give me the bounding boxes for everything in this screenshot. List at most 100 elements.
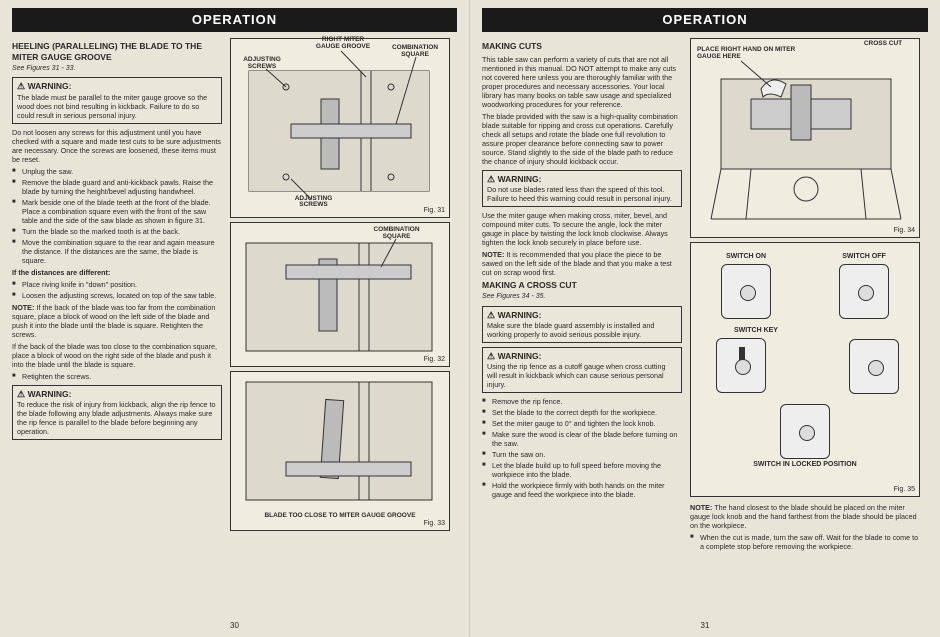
switch-key2 <box>844 327 904 396</box>
left-text-column: HEELING (PARALLELING) THE BLADE TO THE M… <box>12 38 222 535</box>
bullet-retighten: Retighten the screws. <box>12 372 222 381</box>
bullet-list-3: Retighten the screws. <box>12 372 222 381</box>
note3-para: NOTE: The hand closest to the blade shou… <box>690 503 920 530</box>
right-columns: MAKING CUTS This table saw can perform a… <box>482 38 928 553</box>
figure-33: BLADE TOO CLOSE TO MITER GAUGE GROOVE Fi… <box>230 371 450 531</box>
figure-35: SWITCH ON SWITCH OFF SWITCH KEY <box>690 242 920 497</box>
switch-on-shape <box>721 264 771 319</box>
fig32-cap: Fig. 32 <box>424 356 445 365</box>
lab-righthand: PLACE RIGHT HAND ON MITER GAUGE HERE <box>697 47 797 61</box>
switch-locked-label: SWITCH IN LOCKED POSITION <box>735 461 875 470</box>
right-figure-column: CROSS CUT PLACE RIGHT HAND ON MITER GAUG… <box>690 38 920 553</box>
left-figure-column: ADJUSTING SCREWS RIGHT MITER GAUGE GROOV… <box>230 38 450 535</box>
switch-row-3: SWITCH IN LOCKED POSITION <box>691 402 919 470</box>
para-r1: This table saw can perform a variety of … <box>482 55 682 109</box>
crosscut-title: MAKING A CROSS CUT <box>482 280 682 291</box>
warning-label-r1: WARNING: <box>487 174 677 185</box>
note1-hd: NOTE: <box>12 303 34 312</box>
making-cuts-title: MAKING CUTS <box>482 41 682 52</box>
fig33-cap: Fig. 33 <box>424 520 445 529</box>
note1-text: If the back of the blade was too far fro… <box>12 303 215 339</box>
right-text-column: MAKING CUTS This table saw can perform a… <box>482 38 682 553</box>
note3-text: The hand closest to the blade should be … <box>690 503 917 530</box>
fig32-svg <box>231 223 447 364</box>
warning-label-r2: WARNING: <box>487 310 677 321</box>
para-r2: The blade provided with the saw is a hig… <box>482 112 682 166</box>
switch-key-shape <box>716 338 766 393</box>
page-right: OPERATION MAKING CUTS This table saw can… <box>470 0 940 637</box>
warning-label-2: WARNING: <box>17 389 217 400</box>
lab-rmg: RIGHT MITER GAUGE GROOVE <box>313 37 373 51</box>
switch-row-1: SWITCH ON SWITCH OFF <box>691 253 919 321</box>
figure-31: ADJUSTING SCREWS RIGHT MITER GAUGE GROOV… <box>230 38 450 218</box>
warning-r3-text: Using the rip fence as a cutoff gauge wh… <box>487 362 677 389</box>
lab-adjscrew-top: ADJUSTING SCREWS <box>237 57 287 71</box>
pagenum-left: 30 <box>230 621 239 631</box>
switch-off: SWITCH OFF <box>834 253 894 321</box>
heeling-title: HEELING (PARALLELING) THE BLADE TO THE M… <box>12 41 222 62</box>
warning-box-r3: WARNING: Using the rip fence as a cutoff… <box>482 347 682 393</box>
bullet-move: Move the combination square to the rear … <box>12 238 222 265</box>
fig35-cap: Fig. 35 <box>894 486 915 495</box>
rb6: Let the blade build up to full speed bef… <box>482 461 682 479</box>
fig31-cap: Fig. 31 <box>424 207 445 216</box>
rb8: When the cut is made, turn the saw off. … <box>690 533 920 551</box>
figure-34: CROSS CUT PLACE RIGHT HAND ON MITER GAUG… <box>690 38 920 238</box>
bullet-list-1: Unplug the saw. Remove the blade guard a… <box>12 167 222 265</box>
switch-locked-shape <box>780 404 830 459</box>
rb3: Set the miter gauge to 0° and tighten th… <box>482 419 682 428</box>
heeling-see: See Figures 31 - 33. <box>12 65 222 74</box>
switch-locked: SWITCH IN LOCKED POSITION <box>735 402 875 470</box>
para-r3: Use the miter gauge when making cross, m… <box>482 211 682 247</box>
crosscut-see: See Figures 34 - 35. <box>482 293 682 302</box>
switch-key: SWITCH KEY <box>706 327 806 396</box>
switch-key2-shape <box>849 339 899 394</box>
note2-hd: NOTE: <box>482 250 504 259</box>
warning-1-text: The blade must be parallel to the miter … <box>17 93 217 120</box>
warning-r1-text: Do not use blades rated less than the sp… <box>487 185 677 203</box>
bullet-list-r2: When the cut is made, turn the saw off. … <box>690 533 920 551</box>
switch-on-label: SWITCH ON <box>716 253 776 262</box>
warning-label: WARNING: <box>17 81 217 92</box>
rb1: Remove the rip fence. <box>482 397 682 406</box>
pagenum-right: 31 <box>701 621 710 631</box>
page-left: OPERATION HEELING (PARALLELING) THE BLAD… <box>0 0 470 637</box>
para-donotloosen: Do not loosen any screws for this adjust… <box>12 128 222 164</box>
note3-hd: NOTE: <box>690 503 712 512</box>
left-columns: HEELING (PARALLELING) THE BLADE TO THE M… <box>12 38 457 535</box>
bullet-remove: Remove the blade guard and anti-kickback… <box>12 178 222 196</box>
bullet-turn: Turn the blade so the marked tooth is at… <box>12 227 222 236</box>
spacer <box>844 327 904 337</box>
rb4: Make sure the wood is clear of the blade… <box>482 430 682 448</box>
bullet-list-2: Place riving knife in "down" position. L… <box>12 280 222 300</box>
note2-text: It is recommended that you place the pie… <box>482 250 672 277</box>
fig33-svg <box>231 372 447 514</box>
figure-32: COMBINATION SQUARE Fig. 32 <box>230 222 450 367</box>
note2-para: NOTE: It is recommended that you place t… <box>482 250 682 277</box>
warning-2-text: To reduce the risk of injury from kickba… <box>17 400 217 436</box>
switch-off-label: SWITCH OFF <box>834 253 894 262</box>
header-bar-left: OPERATION <box>12 8 457 32</box>
header-bar-right: OPERATION <box>482 8 928 32</box>
switch-on: SWITCH ON <box>716 253 776 321</box>
warning-box-r2: WARNING: Make sure the blade guard assem… <box>482 306 682 343</box>
warning-box-2: WARNING: To reduce the risk of injury fr… <box>12 385 222 440</box>
rb5: Turn the saw on. <box>482 450 682 459</box>
lab-comb32: COMBINATION SQUARE <box>364 227 429 241</box>
warning-box-1: WARNING: The blade must be parallel to t… <box>12 77 222 123</box>
switch-key-label: SWITCH KEY <box>706 327 806 336</box>
bullet-loosen: Loosen the adjusting screws, located on … <box>12 291 222 300</box>
if-different: If the distances are different: <box>12 268 222 277</box>
key-slot-icon <box>739 347 745 367</box>
lab-tooclose: BLADE TOO CLOSE TO MITER GAUGE GROOVE <box>231 513 449 520</box>
bullet-mark: Mark beside one of the blade teeth at th… <box>12 198 222 225</box>
bullet-list-r: Remove the rip fence. Set the blade to t… <box>482 397 682 499</box>
switch-off-shape <box>839 264 889 319</box>
note-para: NOTE: If the back of the blade was too f… <box>12 303 222 339</box>
fig34-svg <box>691 39 917 235</box>
rb2: Set the blade to the correct depth for t… <box>482 408 682 417</box>
lab-adjscrew-bot: ADJUSTING SCREWS <box>286 196 341 210</box>
warning-label-r3: WARNING: <box>487 351 677 362</box>
para-tooclose: If the back of the blade was too close t… <box>12 342 222 369</box>
bullet-unplug: Unplug the saw. <box>12 167 222 176</box>
